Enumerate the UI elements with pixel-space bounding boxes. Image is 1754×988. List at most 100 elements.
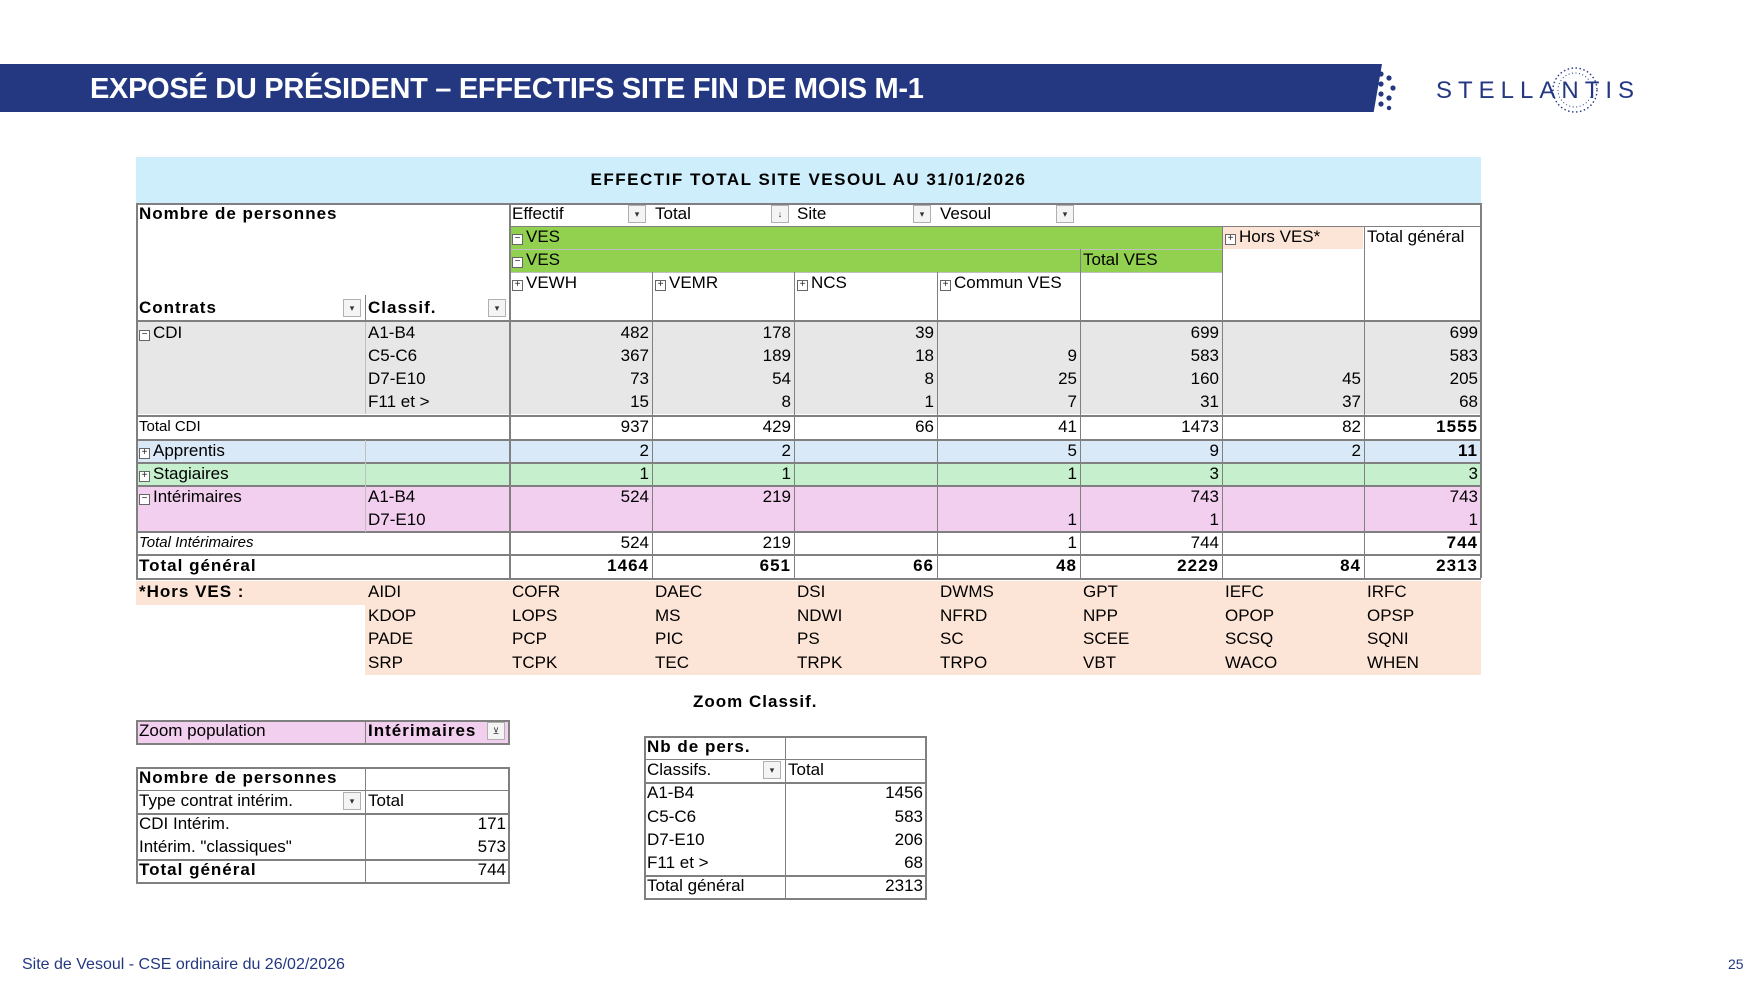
hors-ves-code: DAEC bbox=[655, 582, 703, 601]
hors-ves-code: SCSQ bbox=[1225, 629, 1274, 648]
value-cell: 482 bbox=[620, 323, 649, 342]
value-cell: 583 bbox=[1449, 346, 1478, 365]
total-ves-header: Total VES bbox=[1083, 250, 1158, 269]
cell-label: VES bbox=[526, 250, 561, 269]
value-cell: 1473 bbox=[1181, 417, 1219, 436]
collapse-icon[interactable]: − bbox=[139, 494, 150, 505]
zoom-classif-header: Nb de pers. bbox=[647, 737, 751, 756]
value-cell: 219 bbox=[762, 533, 791, 552]
value-cell: 8 bbox=[924, 369, 934, 388]
page-number: 25 bbox=[1728, 956, 1744, 972]
stellantis-ring-icon bbox=[1552, 67, 1598, 113]
expand-icon[interactable]: + bbox=[655, 280, 666, 291]
ves-group-header bbox=[509, 226, 1222, 249]
grid-line bbox=[1364, 226, 1365, 578]
value-cell: 744 bbox=[1446, 533, 1478, 552]
filter-dropdown-icon[interactable]: ▾ bbox=[1056, 205, 1074, 223]
value-cell: 73 bbox=[630, 369, 649, 388]
expand-icon[interactable]: + bbox=[797, 280, 808, 291]
expand-icon[interactable]: + bbox=[139, 448, 150, 459]
cell-label: CDI bbox=[153, 323, 183, 342]
collapse-icon[interactable]: − bbox=[139, 330, 150, 341]
hors-ves-codes-bg bbox=[365, 581, 1481, 675]
zoom-classif-row-label: A1-B4 bbox=[647, 783, 695, 803]
value-cell: 1 bbox=[924, 392, 934, 411]
value-cell bbox=[1222, 345, 1364, 368]
grid-line bbox=[136, 578, 1481, 580]
cell-label: VES bbox=[526, 227, 561, 246]
zoom-classif-row-value: 2313 bbox=[885, 876, 923, 896]
hors-ves-code: SQNI bbox=[1367, 629, 1409, 648]
value-cell: 699 bbox=[1449, 323, 1478, 342]
grid-line bbox=[1480, 203, 1482, 578]
hors-ves-code: NDWI bbox=[797, 605, 843, 625]
filter-field: Total bbox=[655, 204, 691, 223]
row-background bbox=[136, 368, 1481, 391]
expand-icon[interactable]: + bbox=[940, 280, 951, 291]
hors-ves-header bbox=[1222, 226, 1363, 249]
value-cell: 524 bbox=[620, 533, 649, 552]
value-cell: 189 bbox=[762, 346, 791, 365]
hors-ves-code: SC bbox=[940, 629, 964, 648]
grid-line bbox=[136, 554, 1481, 556]
zoom-population-row-label: Intérim. "classiques" bbox=[139, 837, 292, 856]
zoom-classif-col1: Classifs. bbox=[647, 760, 712, 780]
hors-ves-code: MS bbox=[655, 605, 681, 625]
value-cell: 82 bbox=[1342, 417, 1361, 436]
ves-subgroup-header bbox=[509, 249, 1222, 272]
stellantis-logo: STELLANTIS bbox=[1436, 77, 1641, 104]
grid-line bbox=[136, 720, 509, 722]
grid-line bbox=[785, 736, 786, 899]
grid-line bbox=[508, 720, 510, 745]
value-cell bbox=[1222, 322, 1364, 345]
zoom-population-header: Nombre de personnes bbox=[139, 768, 338, 787]
hors-ves-code: LOPS bbox=[512, 605, 558, 625]
header-banner bbox=[0, 64, 1382, 112]
value-cell: 1 bbox=[1209, 510, 1219, 529]
value-cell: 5 bbox=[1067, 441, 1077, 460]
grid-line bbox=[136, 743, 509, 745]
value-cell: 219 bbox=[762, 487, 791, 506]
classif-dropdown-icon[interactable]: ▾ bbox=[488, 299, 506, 317]
hors-ves-code: TRPO bbox=[940, 652, 988, 672]
grid-line bbox=[509, 272, 1222, 273]
grid-line bbox=[365, 322, 366, 414]
corner-label: Nombre de personnes bbox=[139, 204, 338, 223]
row-background bbox=[136, 509, 1481, 532]
contrats-dropdown-icon[interactable]: ▾ bbox=[343, 299, 361, 317]
hors-ves-code: TEC bbox=[655, 652, 689, 672]
collapse-icon[interactable]: − bbox=[512, 234, 523, 245]
hors-ves-code: VBT bbox=[1083, 652, 1117, 672]
zoom-population-filter-icon[interactable]: ⊻ bbox=[487, 722, 505, 740]
zoom-population-col1: Type contrat intérim. bbox=[139, 791, 294, 810]
collapse-icon[interactable]: − bbox=[512, 257, 523, 268]
value-cell: 8 bbox=[781, 392, 791, 411]
value-cell: 1 bbox=[639, 464, 649, 483]
value-cell: 583 bbox=[1190, 346, 1219, 365]
type-contrat-dropdown-icon[interactable]: ▾ bbox=[343, 792, 361, 810]
hors-ves-code: OPSP bbox=[1367, 605, 1415, 625]
expand-icon[interactable]: + bbox=[139, 471, 150, 482]
grid-line bbox=[1222, 226, 1223, 578]
expand-icon[interactable]: + bbox=[512, 280, 523, 291]
grid-line bbox=[644, 898, 926, 901]
classifs-dropdown-icon[interactable]: ▾ bbox=[763, 761, 781, 780]
value-cell: 699 bbox=[1190, 323, 1219, 342]
expand-icon[interactable]: + bbox=[1225, 234, 1236, 245]
zoom-population-col2: Total bbox=[368, 791, 404, 810]
value-cell: 7 bbox=[1067, 392, 1077, 411]
grid-line bbox=[644, 736, 646, 899]
value-cell: 66 bbox=[915, 417, 934, 436]
value-cell: 11 bbox=[1458, 441, 1478, 460]
row-group-label: + Apprentis bbox=[136, 440, 365, 463]
filter-dropdown-icon[interactable]: ▾ bbox=[913, 205, 931, 223]
value-cell: 743 bbox=[1190, 487, 1219, 506]
row-classif: C5-C6 bbox=[368, 346, 418, 365]
value-cell bbox=[937, 322, 1080, 345]
hors-ves-code: DWMS bbox=[940, 582, 994, 601]
hors-ves-code: WACO bbox=[1225, 652, 1278, 672]
footer-text: Site de Vesoul - CSE ordinaire du 26/02/… bbox=[22, 956, 345, 973]
filter-dropdown-icon[interactable]: ↓ bbox=[771, 205, 789, 223]
grid-line bbox=[508, 767, 510, 884]
filter-dropdown-icon[interactable]: ▾ bbox=[628, 205, 646, 223]
